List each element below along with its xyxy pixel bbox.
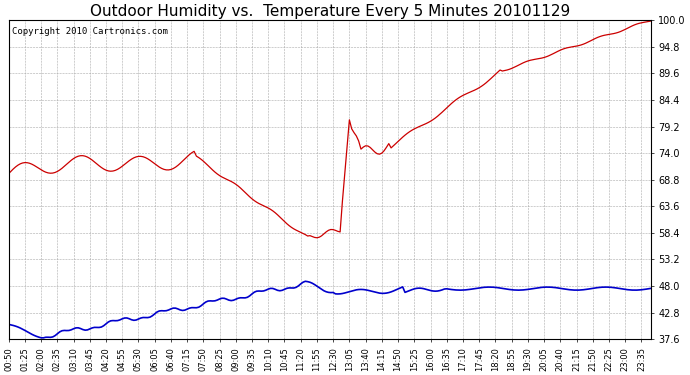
Title: Outdoor Humidity vs.  Temperature Every 5 Minutes 20101129: Outdoor Humidity vs. Temperature Every 5…	[90, 4, 570, 19]
Text: Copyright 2010 Cartronics.com: Copyright 2010 Cartronics.com	[12, 27, 168, 36]
